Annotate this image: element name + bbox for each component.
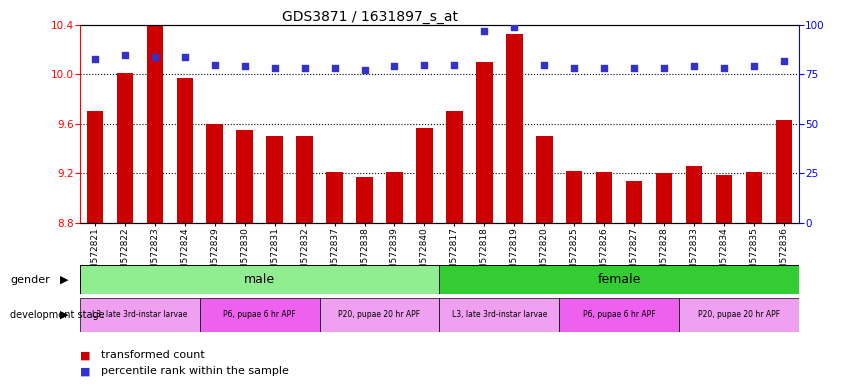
Point [687,63,701,70]
Point [627,65,641,71]
Bar [320,298,439,332]
Point [148,53,161,60]
Point [658,65,671,71]
Bar [326,172,343,223]
Text: gender: gender [10,275,50,285]
Point [478,28,491,34]
Bar [236,130,253,223]
Text: P20, pupae 20 hr APF: P20, pupae 20 hr APF [698,310,780,319]
Bar [566,171,583,223]
Point [238,63,251,70]
Bar [536,136,553,223]
Point [357,67,371,73]
Bar [80,298,199,332]
Text: P6, pupae 6 hr APF: P6, pupae 6 hr APF [224,310,296,319]
Point [328,65,341,71]
Bar [177,78,193,223]
Bar [207,124,223,223]
Bar [439,298,559,332]
Point [268,65,282,71]
Text: GDS3871 / 1631897_s_at: GDS3871 / 1631897_s_at [282,10,458,23]
Point [568,65,581,71]
Bar [439,265,799,294]
Point [537,61,551,68]
Point [388,63,401,70]
Bar [626,181,643,223]
Point [178,53,192,60]
Text: P6, pupae 6 hr APF: P6, pupae 6 hr APF [583,310,655,319]
Bar [559,298,679,332]
Point [748,63,761,70]
Bar [117,73,133,223]
Point [208,61,221,68]
Text: P20, pupae 20 hr APF: P20, pupae 20 hr APF [338,310,420,319]
Point [118,51,131,58]
Bar [357,177,373,223]
Text: ▶: ▶ [61,310,69,320]
Point [717,65,731,71]
Text: percentile rank within the sample: percentile rank within the sample [101,366,288,376]
Text: L3, late 3rd-instar larvae: L3, late 3rd-instar larvae [452,310,547,319]
Point [597,65,611,71]
Bar [87,111,103,223]
Bar [447,111,463,223]
Bar [476,62,493,223]
Text: L3, late 3rd-instar larvae: L3, late 3rd-instar larvae [93,310,188,319]
Text: male: male [244,273,275,286]
Bar [296,136,313,223]
Text: development stage: development stage [10,310,105,320]
Point [508,24,521,30]
Bar [775,120,792,223]
Text: female: female [597,273,641,286]
Bar [80,265,439,294]
Bar [416,127,432,223]
Bar [199,298,320,332]
Point [777,58,791,64]
Bar [146,20,163,223]
Bar [506,34,522,223]
Point [418,61,431,68]
Bar [679,298,799,332]
Bar [656,173,672,223]
Point [88,56,102,62]
Text: ■: ■ [80,366,90,376]
Bar [746,172,762,223]
Text: ■: ■ [80,350,90,360]
Bar [716,174,733,223]
Bar [596,172,612,223]
Text: transformed count: transformed count [101,350,204,360]
Bar [686,166,702,223]
Point [447,61,461,68]
Text: ▶: ▶ [61,275,69,285]
Bar [386,172,403,223]
Point [298,65,311,71]
Bar [267,136,283,223]
